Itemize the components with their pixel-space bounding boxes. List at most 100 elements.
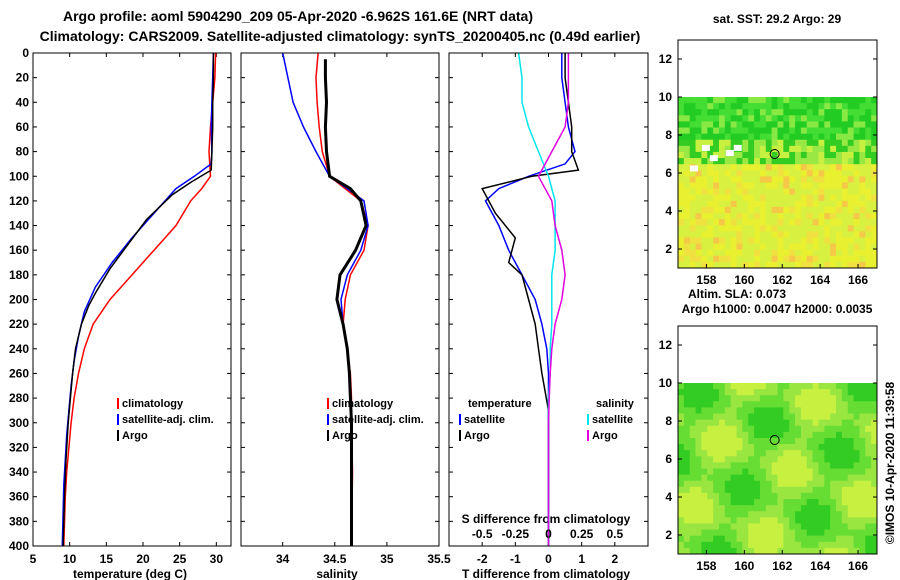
series-line-climatology	[315, 52, 369, 547]
imos-credit: ©IMOS 10-Apr-2020 11:39:58	[883, 382, 897, 545]
legend-1-2-label: Argo	[332, 430, 358, 442]
legend-1-1-label: satellite-adj. clim.	[332, 414, 424, 426]
sst-lat-tick-label: 6	[665, 166, 672, 180]
title-line-1: Argo profile: aoml 5904290_209 05-Apr-20…	[63, 8, 533, 24]
legend-s-argo-label: Argo	[592, 430, 618, 442]
sst-lon-tick-label: 166	[848, 273, 868, 287]
sla-lat-tick-label: 2	[665, 528, 672, 542]
series-line-climatology	[63, 52, 217, 547]
no-data-patch	[709, 155, 718, 162]
s-diff-tick-label: 0.25	[570, 527, 594, 541]
x-tick-label: 1	[578, 552, 585, 566]
depth-tick-label: 300	[9, 416, 29, 430]
sla-map-title: Altim. SLA: 0.073	[688, 287, 786, 301]
legend-0-2-label: Argo	[122, 430, 148, 442]
sst-lon-tick-label: 158	[696, 273, 716, 287]
s-diff-tick-label: 0.5	[606, 527, 623, 541]
x-tick-label: 15	[100, 552, 114, 566]
x-tick-label: 30	[210, 552, 224, 566]
sla-map-subtitle: Argo h1000: 0.0047 h2000: 0.0035	[682, 302, 873, 316]
series-line-s-satellite	[517, 52, 556, 546]
s-diff-tick-label: -0.5	[472, 527, 493, 541]
x-tick-label: 20	[136, 552, 150, 566]
sst-heatmap-cells	[678, 97, 878, 269]
legend-s-argo-swatch	[587, 430, 589, 441]
temperature-x-label: temperature (deg C)	[73, 567, 187, 580]
legend-0-1-swatch	[117, 414, 119, 425]
depth-tick-label: 340	[9, 465, 29, 479]
series-line-s-argo	[537, 53, 570, 546]
legend-s-satellite-swatch	[587, 414, 589, 425]
depth-tick-label: 120	[9, 194, 29, 208]
sst-map-title: sat. SST: 29.2 Argo: 29	[713, 12, 842, 26]
depth-tick-label: 240	[9, 342, 29, 356]
x-tick-label: 2	[611, 552, 618, 566]
sla-map-panel: Altim. SLA: 0.073 Argo h1000: 0.0047 h20…	[659, 287, 878, 573]
sla-lat-tick-label: 6	[665, 452, 672, 466]
x-tick-label: 35.5	[427, 552, 451, 566]
difference-x-label: T difference from climatology	[462, 567, 630, 580]
depth-tick-label: 200	[9, 293, 29, 307]
sla-lat-tick-label: 12	[659, 338, 673, 352]
sla-lon-tick-label: 164	[810, 559, 830, 573]
sst-lat-tick-label: 4	[665, 204, 672, 218]
temperature-panel: temperature (deg C) 0 20 40 60 80 100 120 140 16…	[9, 46, 232, 580]
difference-axes-frame	[448, 52, 649, 547]
sst-argo-location-marker	[769, 149, 780, 159]
series-line-argo	[323, 59, 368, 546]
sla-map-frame	[677, 325, 878, 555]
depth-tick-label: 100	[9, 169, 29, 183]
sla-lat-tick-label: 4	[665, 490, 672, 504]
series-line-argo	[62, 53, 215, 547]
depth-tick-label: 140	[9, 219, 29, 233]
sst-lat-tick-label: 8	[665, 128, 672, 142]
legend-t-satellite-swatch	[459, 414, 461, 425]
sla-lon-tick-label: 162	[772, 559, 792, 573]
s-diff-tick-label: -0.25	[502, 527, 530, 541]
sst-map-panel: sat. SST: 29.2 Argo: 29 158 160 162 164 166 2…	[659, 12, 878, 287]
title-line-2: Climatology: CARS2009. Satellite-adjuste…	[40, 28, 641, 44]
x-tick-label: 34	[276, 552, 290, 566]
legend-t-argo-swatch	[459, 430, 461, 441]
depth-tick-label: 180	[9, 268, 29, 282]
depth-tick-label: 40	[16, 95, 30, 109]
legend-temperature-title: temperature	[468, 398, 532, 410]
x-tick-label: -1	[510, 552, 521, 566]
depth-tick-label: 280	[9, 391, 29, 405]
legend-s-satellite-label: satellite	[592, 414, 633, 426]
legend-0-0-label: climatology	[122, 398, 184, 410]
sst-lon-tick-label: 160	[734, 273, 754, 287]
depth-tick-label: 0	[22, 46, 29, 60]
depth-tick-label: 320	[9, 440, 29, 454]
x-tick-label: 34.5	[323, 552, 347, 566]
sla-lat-tick-label: 8	[665, 414, 672, 428]
sst-lat-tick-label: 2	[665, 242, 672, 256]
x-tick-label: 35	[380, 552, 394, 566]
series-line-satellite-adj-clim-	[61, 52, 215, 547]
legend-t-argo-label: Argo	[464, 430, 490, 442]
legend-1-1-swatch	[327, 414, 329, 425]
depth-tick-label: 400	[9, 539, 29, 553]
legend-0-2-swatch	[117, 430, 119, 441]
sla-lon-tick-label: 166	[848, 559, 868, 573]
sla-lon-tick-label: 160	[734, 559, 754, 573]
legend-0-0-swatch	[117, 398, 119, 409]
depth-tick-label: 380	[9, 514, 29, 528]
no-data-patch	[725, 150, 734, 157]
s-diff-tick-label: 0	[545, 527, 552, 541]
depth-tick-label: 220	[9, 317, 29, 331]
depth-tick-label: 160	[9, 243, 29, 257]
legend-0-1-label: satellite-adj. clim.	[122, 414, 214, 426]
temperature-axes-frame	[32, 52, 232, 547]
sst-lon-tick-label: 164	[810, 273, 830, 287]
x-tick-label: -2	[477, 552, 488, 566]
legend-1-0-label: climatology	[332, 398, 394, 410]
salinity-axes-frame	[240, 52, 440, 547]
sst-map-frame	[677, 39, 878, 269]
depth-tick-label: 60	[16, 120, 30, 134]
series-line-t-argo	[481, 53, 580, 546]
legend-t-satellite-label: satellite	[464, 414, 505, 426]
no-data-patch	[689, 165, 698, 172]
x-tick-label: 25	[173, 552, 187, 566]
